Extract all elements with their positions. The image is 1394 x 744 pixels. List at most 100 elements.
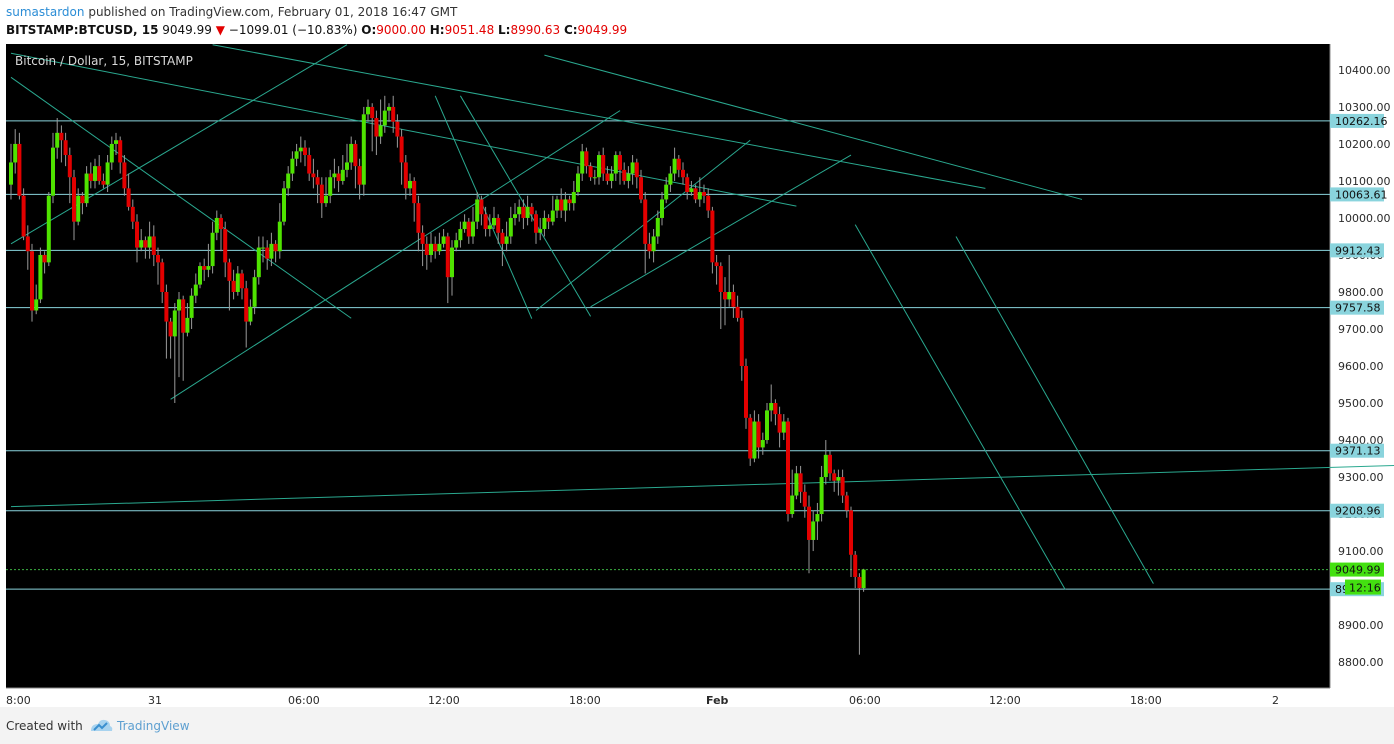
plot-background[interactable] [6, 44, 1330, 688]
candle-down [143, 240, 148, 248]
candle-down [445, 236, 450, 278]
candle-down [424, 243, 429, 255]
countdown-label: 12:16 [1349, 582, 1381, 595]
candle-down [59, 132, 64, 141]
candle-down [584, 151, 589, 167]
candle-up [290, 158, 295, 174]
close-value: 9049.99 [577, 23, 628, 37]
quote-line: BITSTAMP:BTCUSD, 15 9049.99 ▼ −1099.01 (… [6, 23, 627, 37]
candle-up [366, 106, 370, 115]
high-value: 9051.48 [444, 23, 495, 37]
candle-down [126, 188, 131, 207]
candle-up [172, 310, 177, 337]
author-link[interactable]: sumastardon [6, 5, 85, 19]
candle-down [786, 421, 790, 515]
candle-up [345, 162, 349, 170]
y-tick-label: 9300.00 [1338, 471, 1384, 484]
candle-up [760, 440, 765, 448]
candle-down [853, 554, 858, 577]
candle-down [353, 143, 358, 167]
candle-up [550, 210, 555, 222]
level-price-label: 9912.43 [1335, 244, 1381, 257]
x-tick-label: Feb [706, 694, 729, 707]
candle-down [319, 184, 324, 204]
candle-up [626, 173, 631, 181]
y-tick-label: 10400.00 [1338, 64, 1391, 77]
candle-down [534, 214, 538, 233]
trendline [955, 236, 1154, 584]
last-price-label: 9049.99 [1335, 564, 1381, 577]
candle-down [798, 473, 803, 492]
chart-area[interactable]: 10400.00 10300.00 10200.00 10100.00 10000.00… [0, 44, 1394, 707]
candle-up [765, 410, 769, 441]
trendline [434, 95, 533, 319]
candle-up [177, 299, 181, 311]
candle-down [483, 214, 488, 230]
y-tick-label: 9100.00 [1338, 545, 1384, 558]
candle-down [231, 280, 236, 292]
trendline [459, 95, 592, 317]
level-price-label-bg [1330, 300, 1384, 315]
trendline [10, 52, 797, 207]
candle-down [710, 210, 715, 263]
last-price-label-bg [1330, 562, 1384, 577]
candle-down [370, 106, 375, 119]
candle-up [105, 162, 110, 185]
candle-up [538, 229, 543, 233]
candle-up [189, 295, 194, 318]
y-tick-label: 8800.00 [1338, 656, 1384, 669]
candle-up [471, 221, 475, 237]
candle-up [689, 188, 694, 193]
candle-up [513, 214, 517, 218]
candle-down [840, 477, 845, 496]
candle-up [462, 221, 467, 230]
candle-down [101, 180, 106, 185]
x-tick-label: 12:00 [989, 694, 1021, 707]
candle-down [647, 243, 652, 252]
candle-up [781, 421, 786, 433]
candle-down [357, 166, 362, 185]
low-value: 8990.63 [510, 23, 561, 37]
candle-up [819, 477, 824, 515]
candle-down [706, 195, 711, 211]
candle-down [219, 217, 223, 230]
candle-down [42, 254, 47, 263]
price-chart[interactable]: 10400.00 10300.00 10200.00 10100.00 10000.00… [0, 44, 1394, 707]
candle-down [25, 236, 30, 252]
created-with-text: Created with [6, 719, 83, 733]
candle-down [802, 491, 807, 507]
x-tick-label: 31 [148, 694, 162, 707]
candle-up [332, 173, 337, 178]
candle-up [147, 236, 152, 248]
candle-up [282, 188, 286, 222]
candle-down [67, 155, 72, 178]
candle-up [55, 132, 60, 148]
candle-up [286, 173, 291, 189]
candle-down [130, 206, 135, 222]
candle-up [13, 143, 18, 163]
candle-down [685, 177, 690, 193]
candle-up [340, 169, 345, 181]
candle-up [206, 266, 211, 270]
trendline [535, 139, 751, 311]
candle-down [168, 321, 173, 337]
candle-down [702, 192, 706, 196]
candle-down [828, 454, 832, 474]
tradingview-link[interactable]: TradingView [117, 719, 190, 733]
candle-up [630, 162, 635, 174]
candle-down [756, 421, 761, 448]
y-tick-label: 9700.00 [1338, 323, 1384, 336]
candle-down [395, 121, 400, 137]
candle-up [210, 232, 215, 267]
candle-up [752, 421, 757, 459]
candle-up [571, 192, 576, 204]
tradingview-logo-icon[interactable] [88, 716, 114, 734]
candle-up [387, 106, 391, 111]
candle-down [336, 173, 341, 181]
candle-up [9, 162, 13, 185]
publish-info: sumastardon published on TradingView.com… [6, 5, 457, 19]
last-price: 9049.99 [162, 23, 212, 37]
level-price-label: 10063.61 [1335, 188, 1388, 201]
candle-down [500, 232, 505, 244]
candle-up [193, 284, 198, 296]
